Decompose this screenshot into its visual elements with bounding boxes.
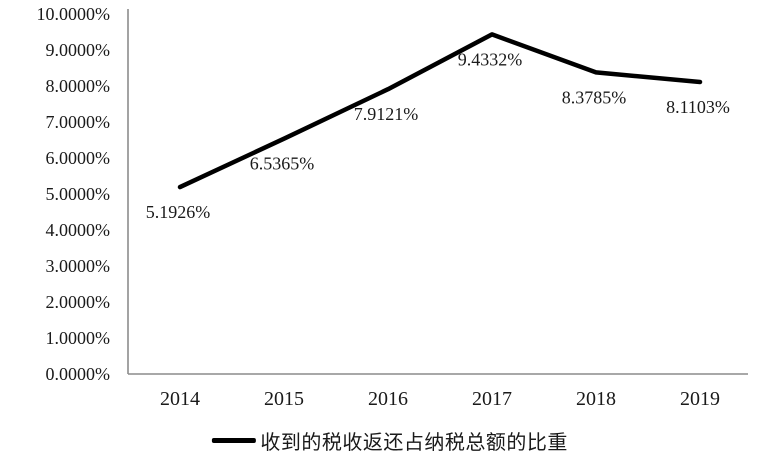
y-tick-label: 3.0000% [46,256,111,276]
point-value-label: 6.5365% [250,154,315,174]
y-tick-label: 10.0000% [37,4,111,24]
y-tick-label: 4.0000% [46,220,111,240]
y-tick-label: 1.0000% [46,328,111,348]
chart-legend: 收到的税收返还占纳税总额的比重 [211,426,568,455]
x-tick-label: 2014 [160,388,200,410]
x-tick-label: 2015 [264,388,304,410]
point-value-label: 5.1926% [146,202,211,222]
legend-line-marker-icon [211,438,256,443]
point-value-label: 9.4332% [458,49,523,69]
x-tick-label: 2016 [368,388,408,410]
series-line [177,32,703,190]
y-tick-label: 9.0000% [46,40,111,60]
legend-label: 收到的税收返还占纳税总额的比重 [260,432,568,454]
x-tick-label: 2019 [680,388,720,410]
x-tick-label: 2017 [472,388,512,410]
y-tick-label: 6.0000% [46,148,111,168]
point-value-label: 8.3785% [562,87,627,107]
y-tick-label: 2.0000% [46,292,111,312]
x-tick-label: 2018 [576,388,616,410]
y-tick-label: 5.0000% [46,184,111,204]
point-value-label: 8.1103% [666,97,730,117]
y-tick-label: 0.0000% [46,364,111,384]
y-tick-label: 8.0000% [46,76,111,96]
y-tick-label: 7.0000% [46,112,111,132]
point-value-label: 7.9121% [354,104,419,124]
